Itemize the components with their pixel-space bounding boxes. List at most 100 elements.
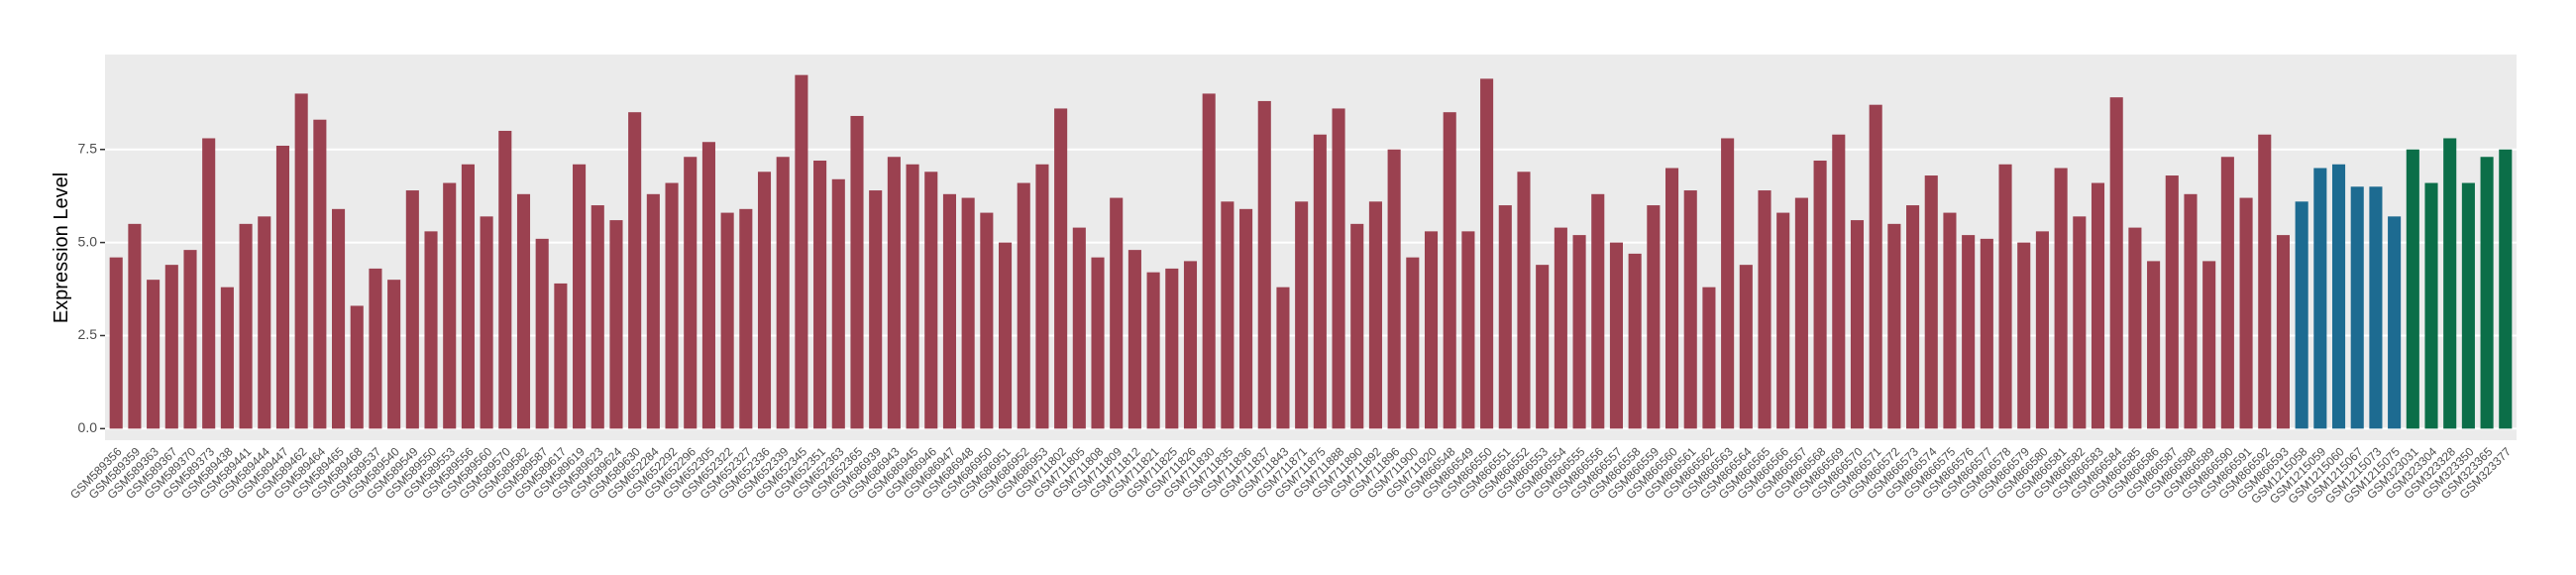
bar [1721, 138, 1735, 429]
bar [2184, 193, 2198, 429]
bar [1461, 231, 1475, 429]
y-tick-label: 2.5 [78, 326, 98, 342]
bar [739, 208, 753, 429]
bar [147, 280, 161, 429]
bar [1221, 201, 1234, 429]
bar [999, 242, 1013, 429]
bar [1794, 197, 1808, 429]
bar [313, 119, 327, 429]
bar [2369, 186, 2383, 429]
bar [1906, 205, 1920, 429]
bar [795, 74, 808, 429]
bar [887, 157, 901, 429]
bar [220, 287, 234, 429]
bar [498, 130, 512, 429]
bar [1017, 182, 1030, 429]
bar [776, 157, 790, 429]
bar [1165, 268, 1179, 429]
bar [535, 238, 549, 429]
bar [1850, 220, 1865, 429]
bar [701, 142, 715, 429]
bar [1387, 149, 1401, 429]
bar [1127, 250, 1141, 429]
bar [1943, 212, 1957, 429]
bar [961, 197, 975, 429]
bar [1998, 164, 2012, 429]
bar [1239, 208, 1253, 429]
bar [1054, 108, 1068, 429]
bar [1350, 223, 1364, 429]
bar [1498, 205, 1512, 429]
bar [2202, 261, 2216, 429]
bar [2128, 227, 2142, 429]
bar [1739, 265, 1753, 429]
bar [1146, 272, 1160, 429]
bar [1443, 112, 1456, 429]
bar [1368, 201, 1382, 429]
bar [1536, 265, 1550, 429]
bar [1832, 134, 1846, 429]
bar [1776, 212, 1790, 429]
bar [2443, 138, 2457, 429]
bar [1572, 235, 1586, 429]
bar [164, 265, 178, 429]
bar [1813, 161, 1827, 429]
bar [1424, 231, 1439, 429]
bar [1276, 287, 1290, 429]
bar [2017, 242, 2031, 429]
bar [1647, 205, 1661, 429]
bar [1257, 100, 1271, 429]
bar [2091, 182, 2105, 429]
bar [1183, 261, 1198, 429]
bar [239, 223, 253, 429]
bar [720, 212, 734, 429]
bar [980, 212, 994, 429]
bar [2239, 197, 2253, 429]
bar [554, 283, 568, 429]
bar [1406, 257, 1420, 429]
bar [2220, 157, 2234, 429]
bar [813, 161, 827, 429]
bar [2073, 216, 2087, 429]
bar [128, 223, 142, 429]
bar [2147, 261, 2161, 429]
bar [2350, 186, 2364, 429]
bar [2109, 97, 2123, 429]
bar [369, 268, 382, 429]
bar [109, 257, 123, 429]
bar [2480, 157, 2494, 429]
bar [387, 280, 401, 429]
bar [2258, 134, 2272, 429]
bar [202, 138, 216, 429]
bar [1591, 193, 1605, 429]
bar [1683, 190, 1697, 429]
bar [275, 145, 290, 429]
bar [2035, 231, 2049, 429]
bar [1609, 242, 1623, 429]
y-tick-label: 0.0 [78, 419, 98, 435]
bar [332, 208, 346, 429]
bar [869, 190, 883, 429]
bar [1091, 257, 1105, 429]
bar [1202, 93, 1216, 429]
bar [2276, 235, 2290, 429]
bar [850, 115, 864, 429]
y-axis-title: Expression Level [51, 172, 72, 323]
bar [1554, 227, 1567, 429]
bar [2295, 201, 2308, 429]
bar [1072, 227, 1086, 429]
bar [2388, 216, 2402, 429]
bar [665, 182, 679, 429]
bar [2313, 168, 2327, 429]
bar [1980, 238, 1993, 429]
bar [1702, 287, 1716, 429]
bar [628, 112, 642, 429]
bar [424, 231, 438, 429]
bar [405, 190, 419, 429]
bar [684, 157, 698, 429]
bar [1480, 78, 1494, 429]
bar [1869, 104, 1882, 429]
bar [1313, 134, 1327, 429]
bar [516, 193, 531, 429]
bar [942, 193, 957, 429]
